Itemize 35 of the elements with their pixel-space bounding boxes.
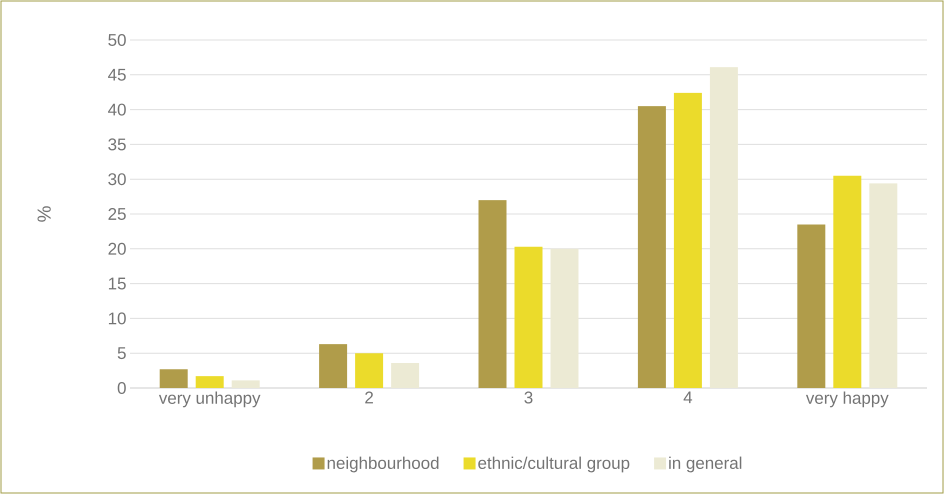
bar [319,344,348,388]
x-tick-label: very unhappy [158,392,260,408]
y-tick-label: 20 [108,242,126,255]
y-axis-title: % [38,206,51,222]
legend-label: in general [669,456,742,472]
bar [391,362,420,388]
y-tick-label: 35 [108,138,126,150]
bar [478,200,507,388]
bar [160,369,188,388]
bar [355,353,384,388]
bar [196,376,224,388]
bar [514,246,543,388]
bar [710,67,738,388]
y-tick-label: 50 [108,34,126,46]
bar [833,176,862,388]
y-tick-label: 0 [118,382,126,394]
bar [232,380,260,388]
x-tick-label: very happy [806,392,889,408]
y-tick-label: 10 [108,312,126,324]
y-tick-label: 15 [108,278,126,290]
x-tick-label: 3 [524,392,532,404]
y-tick-label: 5 [118,347,126,360]
x-tick-label: 2 [365,392,373,404]
y-tick-label: 25 [108,208,126,220]
y-tick-label: 40 [108,104,126,116]
y-tick-label: 30 [108,173,126,186]
bar [797,224,826,388]
bar [550,248,579,388]
y-tick-label: 45 [108,68,126,81]
x-tick-label: 4 [684,392,692,404]
bar [674,92,702,388]
legend-label: ethnic/cultural group [478,456,630,472]
legend-label: neighbourhood [328,456,438,472]
bar [869,183,898,388]
bar [638,106,666,388]
